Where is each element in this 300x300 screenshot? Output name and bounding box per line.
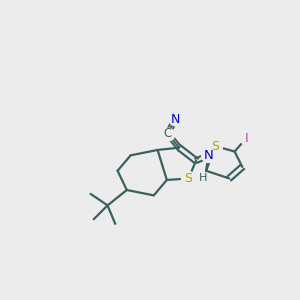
- Text: N: N: [171, 113, 180, 126]
- Text: H: H: [199, 173, 207, 184]
- Text: N: N: [203, 149, 213, 162]
- Text: S: S: [184, 172, 192, 185]
- Text: C: C: [164, 127, 172, 140]
- Text: I: I: [244, 132, 248, 145]
- Text: S: S: [211, 140, 219, 153]
